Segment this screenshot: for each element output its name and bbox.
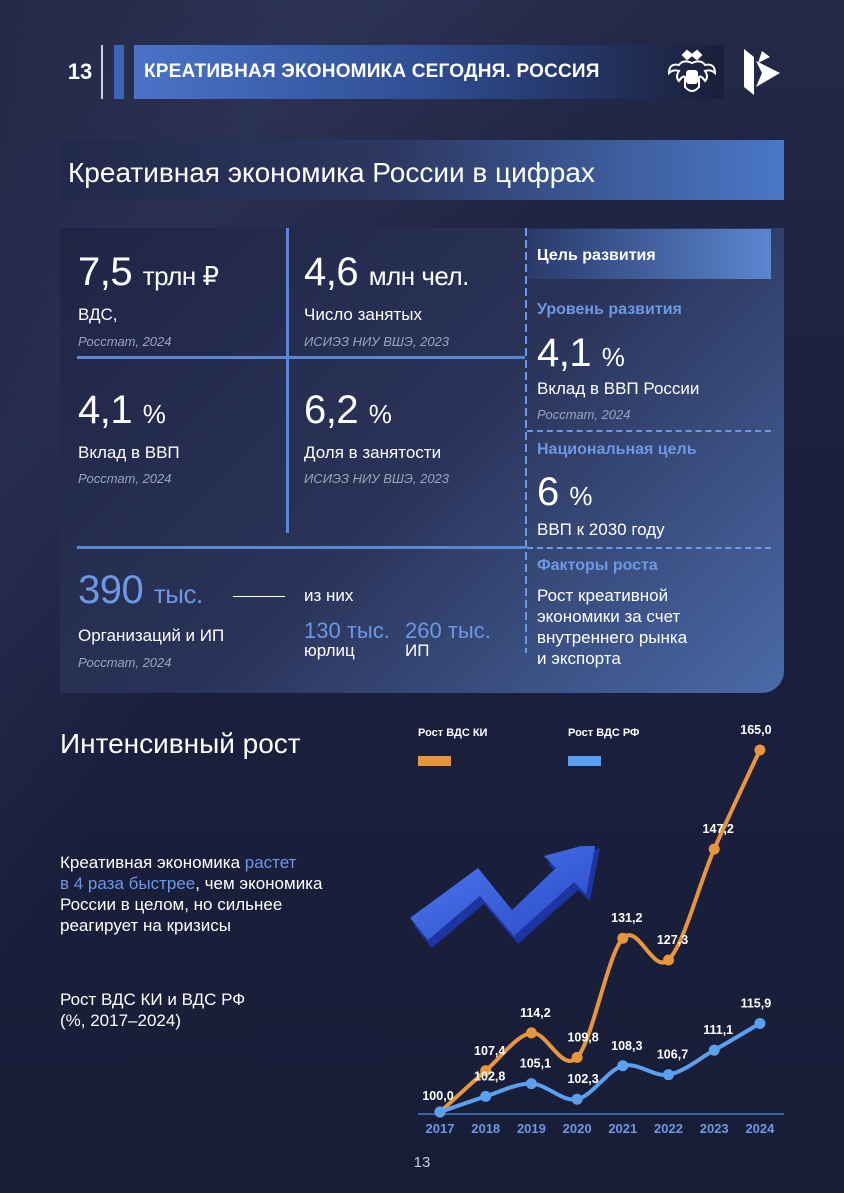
data-label: 114,2 (520, 1006, 551, 1020)
legend-swatch-rf (568, 756, 601, 766)
x-tick-label: 2022 (654, 1121, 683, 1136)
stats-panel: 7,5 трлн ₽ ВДС, Росстат, 2024 4,6 млн че… (60, 228, 784, 693)
orgs-of-which: из них (304, 586, 354, 605)
data-label: 102,3 (567, 1072, 598, 1086)
x-tick-label: 2021 (608, 1121, 637, 1136)
stat-label-employment-share: Доля в занятости (304, 443, 442, 462)
goal-divider-2 (527, 547, 771, 549)
section-title-bar: Креативная экономика России в цифрах (60, 140, 784, 200)
data-label: 109,8 (567, 1030, 598, 1044)
divider-h2 (77, 546, 525, 549)
stat-source-employment-share: ИСИЭЗ НИУ ВШЭ, 2023 (304, 471, 450, 486)
header-divider (101, 45, 103, 99)
stat-value-vds: 7,5 трлн ₽ (78, 250, 219, 294)
data-point (434, 1106, 446, 1118)
stat-source-employed: ИСИЭЗ НИУ ВШЭ, 2023 (304, 334, 450, 349)
stat-label-vds: ВДС, (78, 305, 118, 324)
orgs-legal-label: юрлиц (304, 641, 355, 660)
page-header: 13 КРЕАТИВНАЯ ЭКОНОМИКА СЕГОДНЯ. РОССИЯ (60, 45, 785, 99)
stat-label-orgs: Организаций и ИП (78, 626, 225, 645)
growth-arrow-icon (410, 846, 600, 948)
data-point (663, 954, 674, 966)
goal-national-title: Национальная цель (537, 441, 697, 458)
data-label: 131,2 (611, 911, 642, 925)
data-point (708, 843, 720, 855)
footer-page-number: 13 (413, 1154, 431, 1171)
data-point (571, 1051, 583, 1063)
goal-level-source: Росстат, 2024 (537, 407, 631, 422)
legend-swatch-ki (418, 756, 451, 766)
orgs-connector (233, 596, 285, 597)
stat-label-gdp-share: Вклад в ВВП (78, 443, 180, 462)
orgs-legal-value: 130 тыс. (304, 618, 390, 643)
data-point (754, 1017, 766, 1029)
data-point (480, 1065, 492, 1077)
stat-label-employed: Число занятых (304, 305, 422, 324)
goal-national-value: 6 % (537, 470, 592, 514)
growth-title: Интенсивный рост (60, 728, 301, 759)
growth-description: Креативная экономика растет в 4 раза быс… (60, 853, 323, 935)
data-label: 108,3 (611, 1039, 642, 1053)
data-point (525, 1078, 537, 1090)
emblem-icon (667, 49, 717, 92)
data-label: 107,4 (474, 1044, 505, 1058)
stat-value-employed: 4,6 млн чел. (304, 250, 469, 294)
logo-icon (744, 49, 780, 95)
data-point (663, 1069, 674, 1081)
chart-caption: Рост ВДС КИ и ВДС РФ (%, 2017–2024) (60, 990, 246, 1030)
x-tick-label: 2019 (517, 1121, 546, 1136)
data-point (617, 932, 629, 944)
stat-value-employment-share: 6,2 % (304, 388, 392, 432)
goal-header: Цель развития (527, 229, 771, 279)
legend-label-rf: Рост ВДС РФ (568, 727, 640, 739)
legend-label-ki: Рост ВДС КИ (418, 727, 488, 739)
goal-level-label: Вклад в ВВП России (537, 379, 700, 398)
page-number: 13 (67, 59, 93, 84)
data-point (480, 1090, 492, 1102)
data-point (525, 1027, 537, 1039)
goal-national-label: ВВП к 2030 году (537, 520, 665, 539)
goal-factors-title: Факторы роста (537, 557, 658, 574)
data-label: 165,0 (740, 723, 771, 737)
data-label: 100,0 (422, 1089, 453, 1103)
data-point (617, 1060, 629, 1072)
goal-level-value: 4,1 % (537, 331, 625, 375)
orgs-ip-value: 260 тыс. (405, 618, 491, 643)
x-tick-label: 2020 (563, 1121, 592, 1136)
data-label: 105,1 (520, 1057, 551, 1071)
stat-value-orgs: 390 тыс. (78, 568, 203, 612)
stat-value-gdp-share: 4,1 % (78, 388, 166, 432)
stat-source-vds: Росстат, 2024 (78, 334, 172, 349)
x-tick-label: 2024 (745, 1121, 775, 1136)
header-accent (114, 45, 124, 99)
goal-level-title: Уровень развития (537, 301, 682, 318)
header-title: КРЕАТИВНАЯ ЭКОНОМИКА СЕГОДНЯ. РОССИЯ (134, 45, 724, 99)
goal-factors-text: Рост креативной экономики за счет внутре… (537, 586, 688, 668)
data-label: 102,8 (474, 1069, 505, 1083)
stat-source-orgs: Росстат, 2024 (78, 655, 172, 670)
data-point (708, 1044, 720, 1056)
data-label: 106,7 (657, 1048, 688, 1062)
x-tick-label: 2023 (700, 1121, 729, 1136)
divider-v2 (525, 228, 527, 653)
divider-v1 (286, 228, 289, 533)
data-point (571, 1093, 583, 1105)
x-tick-label: 2017 (426, 1121, 455, 1136)
orgs-ip-label: ИП (405, 641, 430, 660)
data-label: 115,9 (741, 996, 772, 1010)
stat-source-gdp-share: Росстат, 2024 (78, 471, 172, 486)
goal-divider-1 (527, 430, 771, 432)
data-label: 147,2 (703, 822, 734, 836)
divider-h1 (77, 356, 525, 359)
data-label: 127,3 (657, 933, 688, 947)
data-point (754, 744, 766, 756)
x-tick-label: 2018 (471, 1121, 500, 1136)
data-label: 111,1 (703, 1023, 733, 1037)
